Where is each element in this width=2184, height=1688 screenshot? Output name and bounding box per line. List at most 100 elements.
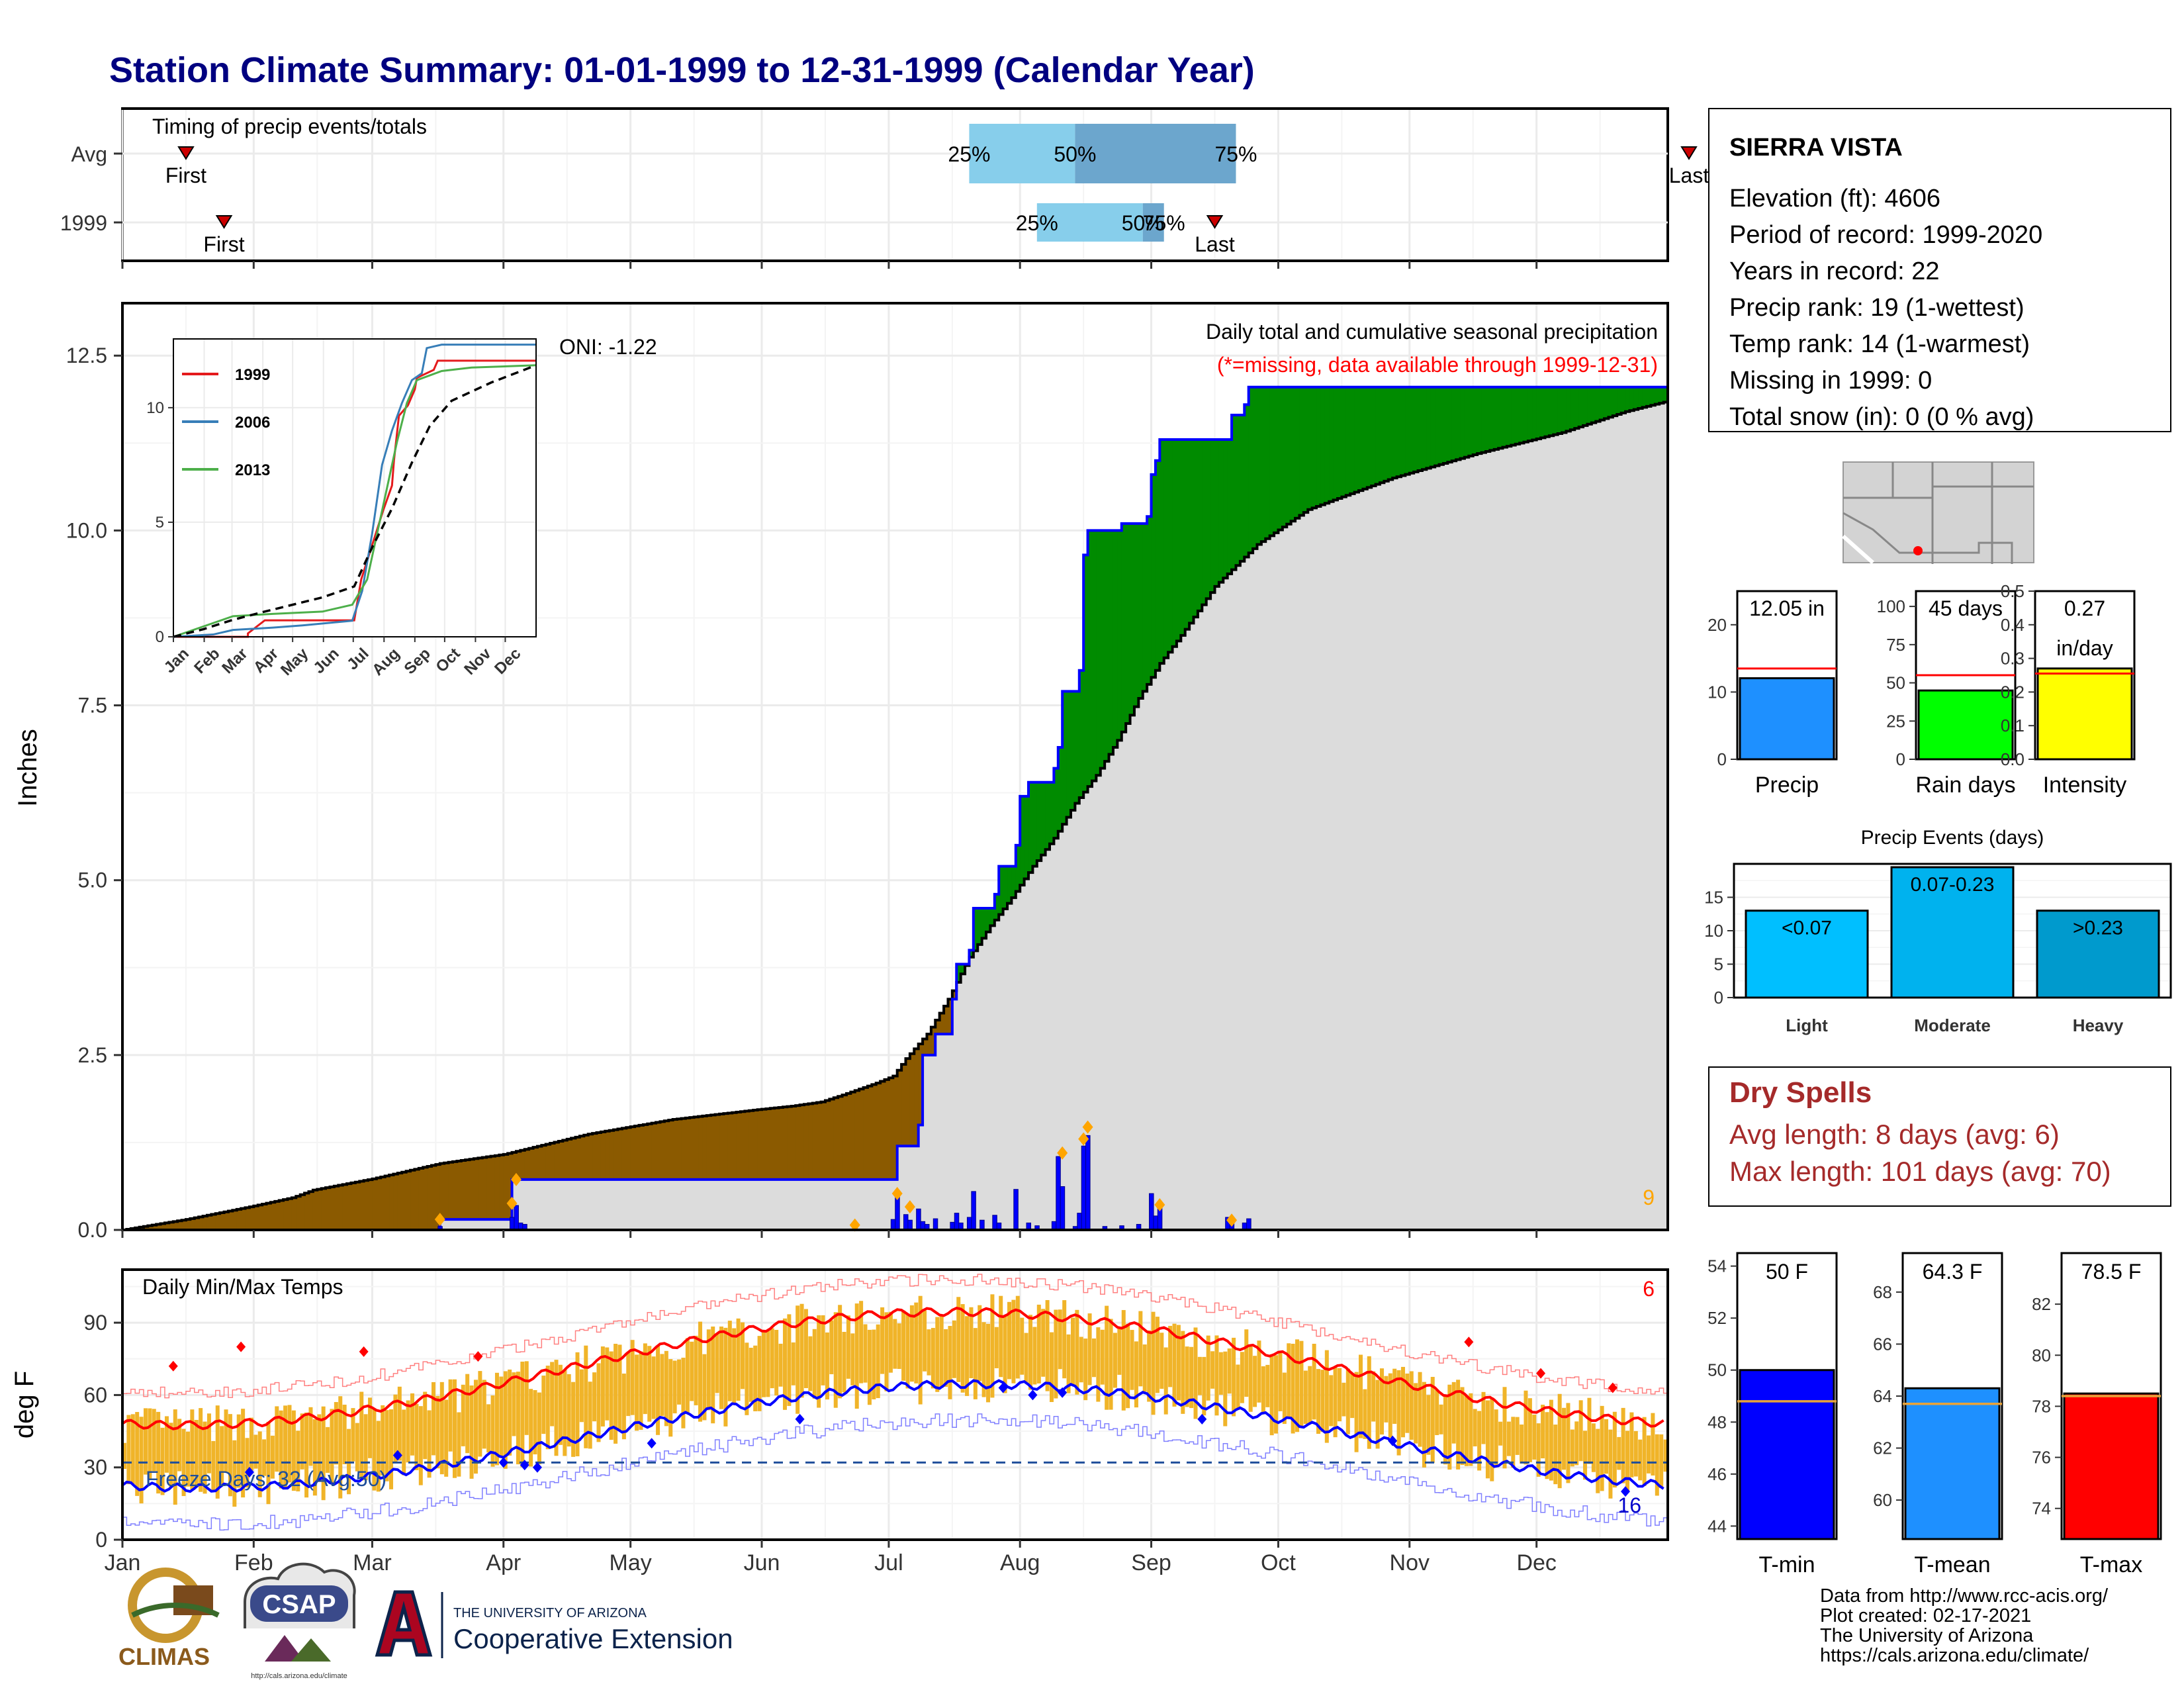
daily-temp-range [732,1328,737,1405]
daily-temp-range [719,1326,724,1409]
daily-temp-range [152,1409,156,1472]
precip-ylabel: Inches [13,729,42,807]
daily-precip-bar [895,1196,900,1231]
dry-spells-avg: Avg length: 8 days (avg: 6) [1729,1119,2060,1150]
record-low-marker [532,1462,542,1473]
daily-temp-range [1232,1337,1236,1417]
daily-temp-range [177,1419,182,1472]
deficit-fill [423,1167,428,1230]
daily-temp-range [156,1411,161,1494]
daily-temp-range [1541,1405,1545,1459]
daily-temp-range [1578,1400,1583,1462]
daily-precip-bar [1060,1186,1066,1231]
daily-temp-range [499,1376,504,1458]
daily-temp-range [537,1392,541,1464]
daily-temp-range [173,1409,177,1505]
inset-avg-line [173,364,537,638]
month-label: Mar [353,1550,392,1575]
deficit-fill [656,1122,661,1180]
surplus-fill [1363,387,1368,489]
daily-temp-range [647,1346,652,1422]
mini-bar-tick: 0.1 [2001,716,2025,735]
deficit-fill [672,1119,678,1180]
daily-temp-range [529,1389,533,1467]
daily-precip-bar [907,1219,913,1231]
surplus-fill [973,908,979,951]
daily-temp-range [876,1324,880,1399]
daily-temp-range [978,1305,982,1382]
deficit-fill [698,1116,704,1180]
temp-count-cold: 16 [1617,1493,1641,1517]
surplus-fill [1527,387,1533,442]
surplus-fill [1058,747,1063,831]
daily-temp-range [817,1315,821,1408]
dry-spells-box: Dry Spells Avg length: 8 days (avg: 6) M… [1708,1066,2171,1207]
deficit-fill [185,1219,191,1230]
deficit-fill [829,1099,835,1180]
daily-temp-range [664,1350,668,1427]
surplus-fill [1506,387,1512,447]
daily-temp-range [897,1323,901,1370]
deficit-fill [867,1086,873,1180]
daily-temp-range [643,1343,647,1415]
temp-bar-T-mean [1904,1387,2001,1540]
svg-text:http://cals.arizona.edu/climat: http://cals.arizona.edu/climate [251,1672,347,1680]
mini-bar-label: Precip [1755,773,1819,798]
daily-temp-range [1028,1315,1033,1390]
deficit-fill [838,1096,843,1180]
surplus-fill [1663,387,1668,402]
deficit-fill [432,1165,437,1230]
daily-temp-range [931,1328,935,1389]
deficit-fill [778,1107,784,1180]
daily-temp-range [516,1372,520,1465]
month-label: Sep [1131,1550,1171,1575]
daily-temp-range [355,1423,359,1472]
surplus-fill [1083,555,1089,792]
daily-temp-range [808,1336,813,1391]
surplus-fill [1172,440,1177,647]
daily-temp-range [1155,1317,1160,1393]
surplus-fill [1303,387,1309,513]
temp-count-hot: 6 [1643,1277,1655,1301]
daily-temp-range [1172,1323,1177,1407]
deficit-fill [782,1107,788,1180]
deficit-fill [194,1217,199,1230]
daily-temp-range [1151,1311,1156,1415]
deficit-fill [393,1174,398,1230]
deficit-fill [923,1039,928,1055]
deficit-fill [944,1006,949,1035]
daily-temp-range [1451,1382,1456,1444]
daily-temp-range [1447,1384,1452,1470]
surplus-fill [1176,440,1182,641]
deficit-fill [351,1182,356,1230]
daily-temp-range [194,1419,199,1487]
surplus-fill [1227,440,1232,574]
daily-temp-range [1066,1334,1071,1393]
daily-temp-range [1481,1391,1486,1444]
surplus-fill [1469,387,1474,456]
surplus-fill [1312,387,1317,508]
record-high-marker [1464,1336,1474,1348]
surplus-fill [1193,440,1199,618]
daily-temp-range [1625,1430,1630,1492]
surplus-fill [1011,866,1017,898]
surplus-fill [1477,387,1482,454]
daily-temp-range [1354,1372,1359,1452]
temp-bar-tick: 82 [2032,1294,2051,1314]
svg-text:CLIMAS: CLIMAS [118,1643,210,1670]
temp-bar-tick: 46 [1707,1464,1727,1484]
daily-temp-range [782,1318,787,1410]
surplus-fill [1583,387,1588,426]
surplus-fill [1287,387,1292,524]
surplus-fill [1502,387,1508,447]
daily-temp-range [376,1421,381,1492]
daily-temp-range [1253,1356,1257,1407]
surplus-fill [1181,440,1186,635]
station-info-line: Temp rank: 14 (1-warmest) [1729,330,2030,358]
surplus-fill [1028,782,1034,873]
timing-avg-last-marker [1680,146,1698,160]
daily-temp-range [829,1320,834,1374]
event-tick: 0 [1714,988,1723,1008]
daily-temp-range [986,1323,991,1403]
precip-panel: 0.0 2.5 5.0 7.5 10.0 12.5 Inches Daily total … [13,302,1669,1242]
